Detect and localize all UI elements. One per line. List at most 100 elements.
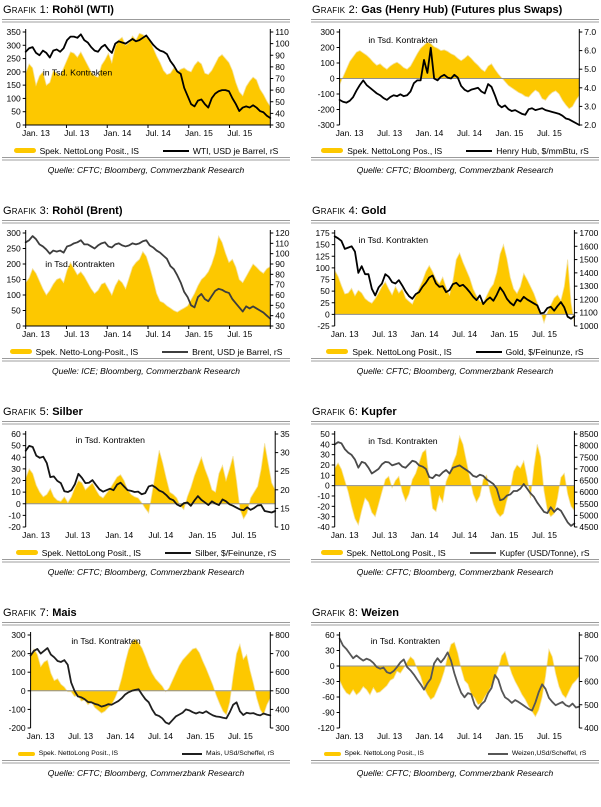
svg-text:Jan. 14: Jan. 14 (416, 731, 444, 741)
svg-text:175: 175 (316, 228, 330, 238)
area-legend-label: Spek. NettoLong Posit., lS (344, 750, 424, 757)
svg-text:Jul. 13: Jul. 13 (377, 731, 402, 741)
svg-text:1700: 1700 (579, 228, 598, 238)
svg-text:-30: -30 (322, 677, 335, 687)
chart-canvas: 350 300 250 200 150 100 50 0 110 100 90 80 70 60 50 40 3… (2, 26, 290, 142)
area-series (25, 443, 276, 520)
svg-text:30: 30 (11, 464, 21, 474)
svg-text:Jul. 13: Jul. 13 (377, 128, 402, 138)
source-note: Quelle: ICE; Bloomberg, Commerzbank Rese… (51, 366, 241, 376)
line-legend-label: Henry Hub, $/mmBtu, rS (496, 145, 589, 156)
svg-text:150: 150 (7, 80, 21, 90)
svg-text:3.0: 3.0 (584, 101, 596, 111)
svg-text:-120: -120 (318, 723, 335, 733)
chart-block: Grafik 5: Silber 60 50 40 30 20 10 0 -10 -20 35 30… (2, 404, 290, 605)
source-note: Quelle: CFTC; Bloomberg, Commerzbank Res… (356, 366, 554, 376)
svg-text:Jan. 14: Jan. 14 (411, 530, 439, 540)
svg-text:60: 60 (11, 429, 21, 439)
svg-text:0: 0 (330, 74, 335, 84)
svg-text:25: 25 (320, 298, 330, 308)
svg-text:Jul. 13: Jul. 13 (64, 128, 89, 138)
chart-canvas: 50 40 30 20 10 0 -10 -20 -30 -40 8500 8000 7500 7000 6… (311, 428, 599, 544)
svg-text:110: 110 (275, 238, 289, 248)
area-legend-label: Spek. NettoLong Posit., lS (39, 145, 139, 156)
svg-text:500: 500 (275, 686, 289, 696)
svg-text:200: 200 (7, 259, 21, 269)
svg-text:Jul. 15: Jul. 15 (228, 731, 253, 741)
svg-text:Jan. 15: Jan. 15 (185, 329, 213, 339)
legend-item-line: Silber, $/Feinunze, rS (164, 548, 276, 558)
svg-text:100: 100 (7, 93, 21, 103)
svg-text:100: 100 (275, 249, 289, 259)
svg-text:35: 35 (280, 429, 290, 439)
svg-text:70: 70 (275, 280, 285, 290)
svg-text:Jul. 14: Jul. 14 (457, 128, 482, 138)
svg-text:1600: 1600 (579, 241, 598, 251)
chart-title: Grafik 1: Rohöl (WTI) (3, 3, 290, 17)
chart-title: Grafik 6: Kupfer (312, 405, 599, 419)
right-axis: 7.0 6.0 5.0 4.0 3.0 2.0 (578, 27, 596, 130)
svg-text:Jul. 14: Jul. 14 (148, 731, 173, 741)
x-axis-labels: Jan. 13 Jul. 13 Jan. 14 Jul. 14 Jan. 15 Jul. … (27, 731, 253, 741)
x-axis-labels: Jan. 13 Jul. 13 Jan. 14 Jul. 14 Jan. 15 Jul. … (22, 128, 253, 138)
chart-block: Grafik 3: Rohöl (Brent) 300 250 200 150 100 5… (2, 203, 290, 404)
chart-name: Gold (361, 205, 387, 217)
svg-text:350: 350 (7, 27, 21, 37)
svg-text:Jan. 13: Jan. 13 (27, 731, 55, 741)
chart-number-label: Grafik 1: (3, 4, 50, 16)
svg-text:250: 250 (7, 54, 21, 64)
chart-number-label: Grafik 3: (3, 205, 50, 217)
source-note: Quelle: CFTC; Bloomberg, Commerzbank Res… (47, 165, 245, 175)
chart-legend: Spek. Netto-Long-Posit., lS Brent, USD j… (2, 345, 290, 358)
line-swatch-icon (162, 149, 189, 152)
svg-text:150: 150 (7, 275, 21, 285)
right-axis: 800 700 600 500 400 (578, 630, 599, 733)
title-separator (311, 421, 599, 425)
chart-number-label: Grafik 6: (312, 406, 359, 418)
svg-text:40: 40 (275, 311, 285, 321)
svg-text:600: 600 (275, 667, 289, 677)
svg-text:600: 600 (584, 677, 598, 687)
legend-item-area: Spek. NettoLong Posit., lS (320, 548, 446, 558)
svg-text:300: 300 (275, 723, 289, 733)
line-legend-label: Gold, $/Feinunze, rS (505, 346, 584, 357)
svg-text:10: 10 (11, 487, 21, 497)
area-swatch-icon (320, 550, 343, 555)
svg-text:50: 50 (11, 441, 21, 451)
line-swatch-icon (475, 350, 502, 353)
area-swatch-icon (15, 550, 38, 555)
area-legend-label: Spek. NettoLong Pos., lS (347, 145, 443, 156)
svg-text:Jan. 13: Jan. 13 (22, 530, 50, 540)
svg-text:-20: -20 (317, 501, 330, 511)
svg-text:-200: -200 (318, 105, 335, 115)
svg-text:-300: -300 (318, 120, 335, 130)
chart-block: Grafik 2: Gas (Henry Hub) (Futures plus … (311, 2, 599, 203)
svg-text:Jul. 14: Jul. 14 (146, 128, 171, 138)
svg-text:Jan. 13: Jan. 13 (22, 329, 50, 339)
legend-item-line: Weizen,USd/Scheffel, rS (487, 750, 586, 757)
chart-name: Silber (52, 406, 83, 418)
area-swatch-icon (13, 148, 36, 153)
area-series (339, 641, 580, 718)
area-legend-label: Spek. NettoLong Posit., lS (352, 346, 452, 357)
svg-text:20: 20 (11, 476, 21, 486)
svg-text:Jul. 14: Jul. 14 (146, 329, 171, 339)
svg-text:-10: -10 (317, 491, 330, 501)
svg-text:50: 50 (11, 107, 21, 117)
svg-text:Jan. 13: Jan. 13 (331, 329, 359, 339)
svg-text:Jan. 13: Jan. 13 (331, 530, 359, 540)
chart-number-label: Grafik 7: (3, 607, 50, 619)
svg-text:Jul. 15: Jul. 15 (227, 128, 252, 138)
title-separator (2, 220, 290, 224)
svg-text:Jan. 14: Jan. 14 (107, 731, 135, 741)
svg-text:10: 10 (280, 522, 290, 532)
chart-block: Grafik 1: Rohöl (WTI) 350 300 250 200 150 100… (2, 2, 290, 203)
left-axis: 300 200 100 0 -100 -200 (9, 630, 32, 733)
svg-text:30: 30 (325, 646, 335, 656)
svg-text:-200: -200 (9, 723, 26, 733)
chart-name: Mais (52, 607, 77, 619)
svg-text:-40: -40 (317, 522, 330, 532)
source-note: Quelle: CFTC; Bloomberg, Commerzbank Res… (47, 567, 245, 577)
